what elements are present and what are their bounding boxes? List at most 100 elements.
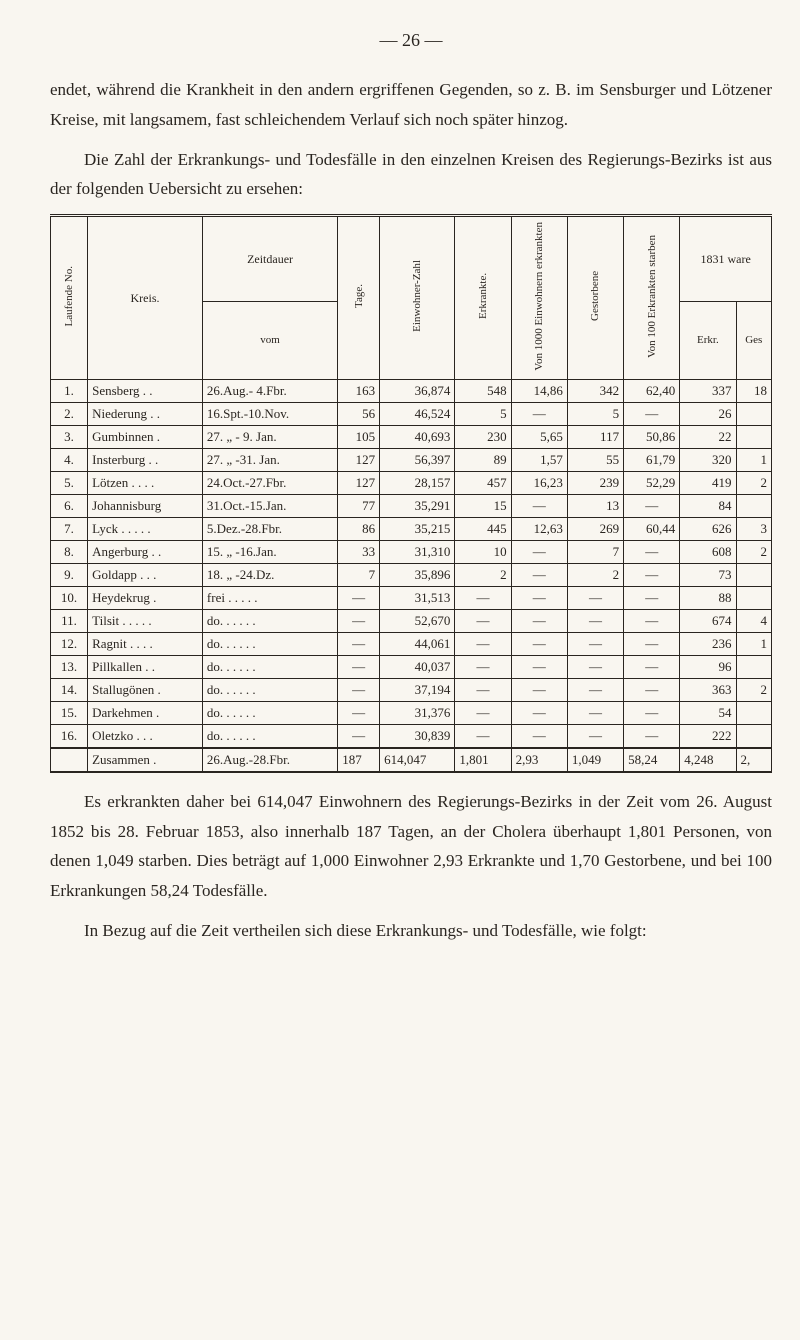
- table-cell: 5: [455, 402, 511, 425]
- table-cell: 163: [338, 379, 380, 402]
- th-1831: 1831 ware: [680, 216, 772, 302]
- table-cell: —: [511, 402, 567, 425]
- table-cell: 61,79: [624, 448, 680, 471]
- table-cell: 18: [736, 379, 771, 402]
- table-row: 7.Lyck . . . . .5.Dez.-28.Fbr.8635,21544…: [51, 517, 772, 540]
- table-cell: 445: [455, 517, 511, 540]
- table-cell: Goldapp . . .: [88, 563, 203, 586]
- table-cell: 46,524: [380, 402, 455, 425]
- table-cell: 222: [680, 724, 736, 748]
- table-cell: —: [567, 724, 623, 748]
- table-cell: 342: [567, 379, 623, 402]
- table-cell: 8.: [51, 540, 88, 563]
- table-cell: 55: [567, 448, 623, 471]
- table-cell: 6.: [51, 494, 88, 517]
- table-cell: —: [511, 609, 567, 632]
- table-row: 10.Heydekrug .frei . . . . .—31,513————8…: [51, 586, 772, 609]
- table-row: 2.Niederung . .16.Spt.-10.Nov.5646,5245—…: [51, 402, 772, 425]
- table-cell: —: [455, 678, 511, 701]
- table-cell: do. . . . . .: [202, 678, 337, 701]
- footer-erkr: 1,801: [455, 748, 511, 772]
- table-row: 11.Tilsit . . . . .do. . . . . .—52,670—…: [51, 609, 772, 632]
- table-cell: 9.: [51, 563, 88, 586]
- table-cell: 127: [338, 471, 380, 494]
- table-cell: 16.: [51, 724, 88, 748]
- table-cell: 3: [736, 517, 771, 540]
- th-tage: Tage.: [338, 216, 380, 380]
- table-cell: —: [624, 540, 680, 563]
- table-cell: 22: [680, 425, 736, 448]
- table-cell: 44,061: [380, 632, 455, 655]
- table-cell: 548: [455, 379, 511, 402]
- table-cell: 13: [567, 494, 623, 517]
- table-cell: Darkehmen .: [88, 701, 203, 724]
- table-cell: —: [511, 586, 567, 609]
- table-cell: [736, 563, 771, 586]
- table-cell: 30,839: [380, 724, 455, 748]
- table-cell: 35,291: [380, 494, 455, 517]
- table-cell: 37,194: [380, 678, 455, 701]
- table-cell: 84: [680, 494, 736, 517]
- table-cell: 15: [455, 494, 511, 517]
- table-cell: 10.: [51, 586, 88, 609]
- table-cell: 31,513: [380, 586, 455, 609]
- table-cell: 15.: [51, 701, 88, 724]
- table-cell: [736, 724, 771, 748]
- table-cell: 54: [680, 701, 736, 724]
- table-cell: 56: [338, 402, 380, 425]
- table-cell: 1: [736, 448, 771, 471]
- table-cell: 7: [567, 540, 623, 563]
- table-cell: 56,397: [380, 448, 455, 471]
- table-cell: —: [455, 724, 511, 748]
- footer-v1000: 2,93: [511, 748, 567, 772]
- table-cell: Gumbinnen .: [88, 425, 203, 448]
- table-cell: do. . . . . .: [202, 609, 337, 632]
- table-cell: 5.: [51, 471, 88, 494]
- table-cell: 60,44: [624, 517, 680, 540]
- table-cell: —: [455, 655, 511, 678]
- table-cell: 13.: [51, 655, 88, 678]
- table-cell: —: [624, 402, 680, 425]
- paragraph-1: endet, während die Krankheit in den ande…: [50, 75, 772, 135]
- footer-zeit: 26.Aug.-28.Fbr.: [202, 748, 337, 772]
- table-cell: —: [455, 701, 511, 724]
- table-cell: —: [511, 494, 567, 517]
- table-cell: Stallugönen .: [88, 678, 203, 701]
- table-cell: Pillkallen . .: [88, 655, 203, 678]
- table-cell: 269: [567, 517, 623, 540]
- th-vom: vom: [202, 301, 337, 379]
- table-cell: —: [567, 678, 623, 701]
- table-cell: 86: [338, 517, 380, 540]
- table-cell: 16,23: [511, 471, 567, 494]
- table-cell: —: [624, 586, 680, 609]
- table-cell: —: [567, 632, 623, 655]
- table-cell: Ragnit . . . .: [88, 632, 203, 655]
- table-cell: 608: [680, 540, 736, 563]
- table-cell: —: [624, 678, 680, 701]
- table-cell: 31,376: [380, 701, 455, 724]
- table-cell: 2.: [51, 402, 88, 425]
- table-cell: —: [338, 586, 380, 609]
- table-cell: 33: [338, 540, 380, 563]
- table-cell: —: [338, 609, 380, 632]
- th-von-1000: Von 1000 Einwohnern erkrankten: [511, 216, 567, 380]
- table-cell: [736, 655, 771, 678]
- table-cell: Oletzko . . .: [88, 724, 203, 748]
- table-cell: do. . . . . .: [202, 701, 337, 724]
- paragraph-4: In Bezug auf die Zeit vertheilen sich di…: [50, 916, 772, 946]
- table-cell: 5: [567, 402, 623, 425]
- table-cell: 24.Oct.-27.Fbr.: [202, 471, 337, 494]
- table-cell: [736, 425, 771, 448]
- table-cell: 2: [455, 563, 511, 586]
- table-cell: Angerburg . .: [88, 540, 203, 563]
- table-cell: 14,86: [511, 379, 567, 402]
- table-cell: 27. „ - 9. Jan.: [202, 425, 337, 448]
- table-cell: 89: [455, 448, 511, 471]
- table-row: 12.Ragnit . . . .do. . . . . .—44,061———…: [51, 632, 772, 655]
- table-row: 5.Lötzen . . . .24.Oct.-27.Fbr.12728,157…: [51, 471, 772, 494]
- table-cell: —: [455, 586, 511, 609]
- page-number: 26: [50, 30, 772, 51]
- table-cell: [736, 494, 771, 517]
- table-row: 1.Sensberg . .26.Aug.- 4.Fbr.16336,87454…: [51, 379, 772, 402]
- footer-e31: 4,248: [680, 748, 736, 772]
